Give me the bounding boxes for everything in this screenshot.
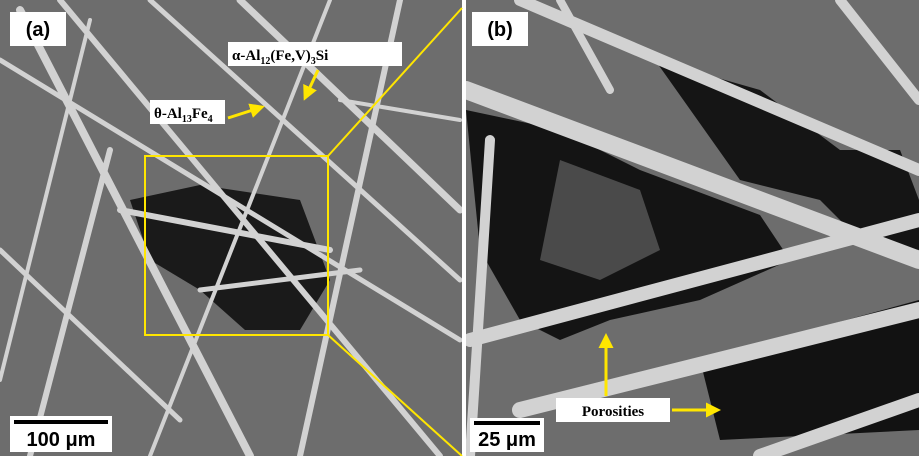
- annotation-part: 13: [182, 114, 192, 125]
- panel-label: (a): [26, 19, 50, 41]
- annotation-part: θ-Al: [154, 106, 182, 122]
- panel-label: (b): [487, 19, 513, 41]
- figure: (a) α-Al12(Fe,V)3Si θ-Al13Fe4 100 μm (b)…: [0, 0, 919, 456]
- annotation-part: Si: [316, 48, 329, 64]
- annotation: Porosities: [582, 404, 644, 420]
- annotation-part: Fe: [192, 106, 208, 122]
- annotation-part: (Fe,V): [270, 48, 310, 64]
- annotation-part: Porosities: [582, 404, 644, 420]
- panel-a-image: [0, 0, 462, 456]
- annotation-part: 12: [260, 56, 270, 67]
- annotation-part: 4: [208, 114, 213, 125]
- scale-label: 100 μm: [27, 429, 96, 451]
- scale-label: 25 μm: [478, 429, 536, 451]
- annotation-part: α-Al: [232, 48, 260, 64]
- panel-b-image: [466, 0, 919, 456]
